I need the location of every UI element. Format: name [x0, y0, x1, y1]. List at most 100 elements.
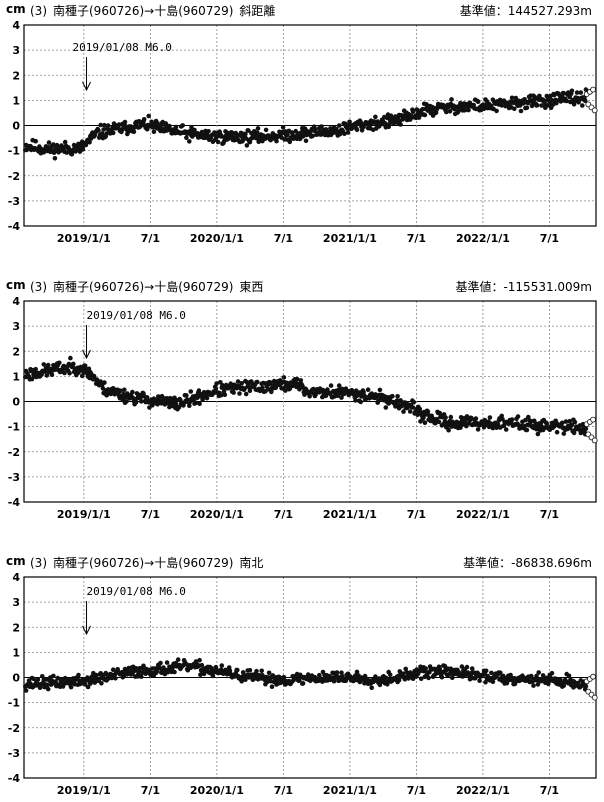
- data-point: [410, 109, 416, 114]
- data-point: [354, 127, 360, 133]
- data-point: [184, 393, 189, 398]
- event-arrow-head: [82, 81, 91, 92]
- data-point: [583, 684, 589, 689]
- reference-value: 基準値：-115531.009m: [455, 278, 592, 295]
- data-point: [243, 391, 249, 397]
- data-point: [571, 102, 577, 107]
- data-point: [113, 676, 118, 681]
- reference-number: 144527.293m: [507, 4, 592, 18]
- data-point: [187, 403, 192, 408]
- data-point: [46, 140, 52, 145]
- y-tick-label: 4: [12, 295, 20, 308]
- data-point: [243, 677, 248, 682]
- data-point: [197, 401, 202, 406]
- data-point: [178, 398, 183, 403]
- y-tick-label: 2: [12, 345, 20, 358]
- data-point: [426, 675, 431, 681]
- data-point: [297, 678, 302, 683]
- data-point: [99, 131, 105, 136]
- data-point: [45, 686, 51, 692]
- data-point: [417, 406, 423, 412]
- data-point: [93, 672, 99, 678]
- data-point: [567, 418, 572, 424]
- data-point: [563, 419, 569, 424]
- data-point: [49, 372, 55, 378]
- y-tick-label: -4: [8, 772, 21, 785]
- x-tick-label: 7/1: [141, 508, 160, 521]
- reference-value: 基準値：144527.293m: [460, 2, 592, 19]
- event-arrow-head: [82, 349, 91, 360]
- data-point: [416, 115, 422, 120]
- data-point: [361, 389, 366, 395]
- data-point: [307, 393, 313, 399]
- data-point: [365, 387, 371, 392]
- data-point: [57, 360, 62, 366]
- data-point: [462, 108, 468, 113]
- data-point: [35, 677, 41, 682]
- data-point: [574, 90, 580, 95]
- data-point: [398, 122, 403, 127]
- data-point-preliminary: [590, 673, 596, 680]
- x-tick-label: 7/1: [540, 508, 559, 521]
- data-point: [500, 417, 505, 422]
- data-point: [353, 398, 358, 403]
- data-point: [31, 676, 36, 682]
- data-point: [124, 399, 129, 404]
- chart-index: (3): [30, 556, 47, 570]
- data-point: [158, 660, 163, 666]
- data-point: [443, 415, 448, 420]
- data-point: [131, 129, 137, 134]
- data-point: [193, 400, 199, 406]
- data-point: [263, 127, 269, 133]
- data-point: [523, 417, 528, 423]
- data-point: [425, 409, 431, 414]
- x-tick-label: 7/1: [407, 508, 426, 521]
- data-point: [383, 405, 389, 410]
- data-point: [303, 138, 309, 144]
- data-point: [566, 673, 572, 679]
- data-point: [529, 103, 535, 109]
- plot-frame: [23, 300, 597, 503]
- x-tick-label: 7/1: [540, 784, 559, 797]
- data-point: [44, 373, 50, 378]
- data-point: [513, 95, 519, 101]
- data-point: [490, 679, 496, 685]
- data-point: [280, 125, 286, 130]
- data-point: [67, 370, 72, 376]
- data-point: [136, 669, 142, 675]
- x-tick-label: 2020/1/1: [190, 784, 244, 797]
- x-tick-label: 2021/1/1: [323, 784, 377, 797]
- data-point: [33, 366, 38, 372]
- data-point: [105, 123, 111, 128]
- data-point: [133, 399, 139, 405]
- data-point: [447, 109, 453, 114]
- x-tick-label: 2021/1/1: [323, 508, 377, 521]
- data-point: [130, 389, 135, 395]
- data-point: [99, 681, 104, 686]
- data-point: [544, 93, 550, 99]
- data-point: [469, 666, 475, 671]
- data-point: [421, 415, 426, 420]
- data-point-preliminary: [591, 694, 598, 701]
- data-point: [204, 395, 210, 401]
- data-point: [281, 375, 287, 380]
- data-point: [554, 429, 560, 435]
- data-point: [483, 668, 489, 674]
- y-tick-label: -3: [8, 747, 20, 760]
- data-point: [85, 684, 91, 690]
- data-point: [298, 378, 304, 383]
- data-point: [319, 124, 324, 129]
- data-point: [387, 121, 392, 127]
- data-point: [569, 422, 575, 428]
- data-point: [539, 103, 544, 108]
- data-point: [342, 131, 347, 136]
- data-point: [141, 117, 147, 122]
- y-tick-label: 3: [12, 320, 20, 333]
- data-point: [518, 108, 524, 114]
- data-point: [317, 672, 322, 678]
- data-point: [515, 414, 521, 419]
- data-point: [87, 140, 92, 145]
- data-point: [52, 156, 58, 161]
- x-tick-label: 2022/1/1: [456, 232, 510, 245]
- data-point: [561, 90, 567, 96]
